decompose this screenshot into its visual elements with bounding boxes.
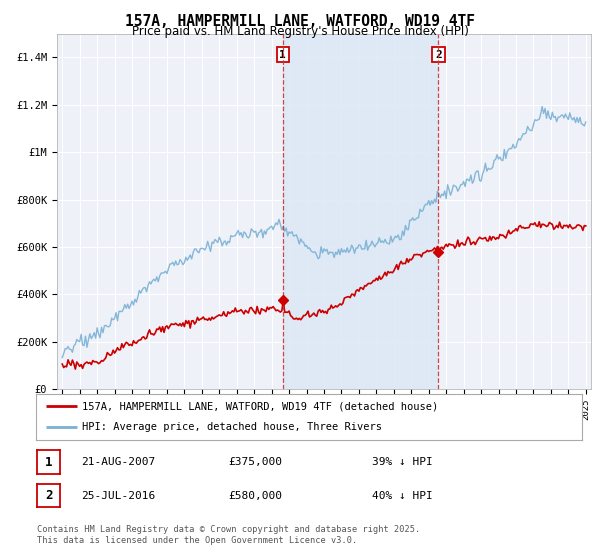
Text: 157A, HAMPERMILL LANE, WATFORD, WD19 4TF: 157A, HAMPERMILL LANE, WATFORD, WD19 4TF (125, 14, 475, 29)
Text: £375,000: £375,000 (228, 457, 282, 467)
Text: 40% ↓ HPI: 40% ↓ HPI (372, 491, 433, 501)
Bar (283, 34, 439, 389)
Text: 157A, HAMPERMILL LANE, WATFORD, WD19 4TF (detached house): 157A, HAMPERMILL LANE, WATFORD, WD19 4TF… (82, 401, 439, 411)
Text: 2: 2 (45, 489, 52, 502)
Text: 2: 2 (435, 50, 442, 59)
Text: 1: 1 (280, 50, 286, 59)
Text: HPI: Average price, detached house, Three Rivers: HPI: Average price, detached house, Thre… (82, 422, 382, 432)
Text: Contains HM Land Registry data © Crown copyright and database right 2025.
This d: Contains HM Land Registry data © Crown c… (37, 525, 421, 545)
Text: £580,000: £580,000 (228, 491, 282, 501)
Text: 39% ↓ HPI: 39% ↓ HPI (372, 457, 433, 467)
Text: Price paid vs. HM Land Registry's House Price Index (HPI): Price paid vs. HM Land Registry's House … (131, 25, 469, 38)
Text: 25-JUL-2016: 25-JUL-2016 (81, 491, 155, 501)
Text: 21-AUG-2007: 21-AUG-2007 (81, 457, 155, 467)
Text: 1: 1 (45, 455, 52, 469)
